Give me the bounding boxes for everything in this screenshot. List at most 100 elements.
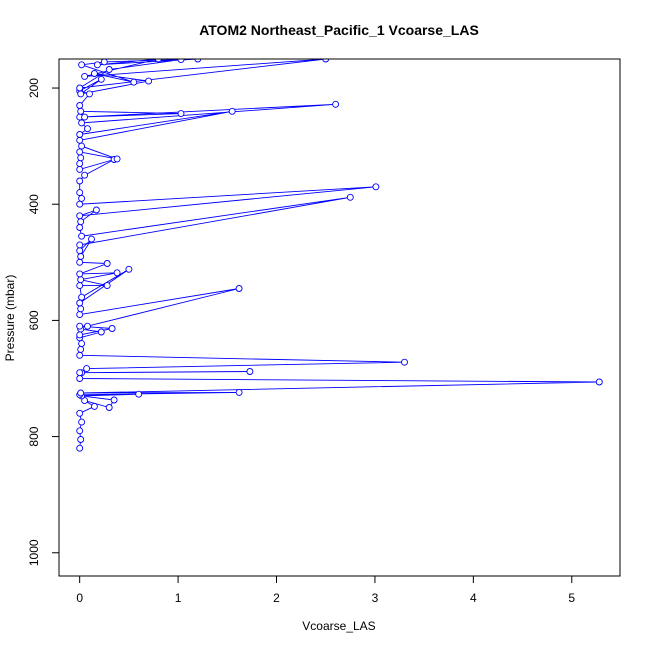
data-point — [81, 113, 89, 121]
data-point — [105, 66, 113, 73]
data-point — [105, 404, 113, 411]
data-point — [76, 311, 84, 319]
data-point — [76, 241, 84, 249]
data-point — [77, 389, 85, 397]
x-axis: 0 1 2 3 4 5 — [76, 575, 575, 605]
data-point — [103, 282, 111, 290]
data-point — [76, 165, 84, 173]
y-tick-label: 1000 — [27, 539, 41, 566]
data-point — [78, 61, 86, 69]
data-point — [135, 390, 143, 398]
data-point — [154, 59, 162, 63]
data-point — [78, 418, 86, 426]
data-point — [76, 299, 84, 307]
data-point — [108, 325, 116, 332]
data-point — [103, 260, 111, 267]
data-point — [84, 322, 91, 330]
data-point — [86, 90, 93, 98]
data-point — [246, 368, 254, 375]
data-point — [77, 253, 85, 260]
data-point — [76, 322, 84, 330]
data-point — [76, 224, 84, 231]
data-point — [77, 218, 85, 226]
data-point — [78, 142, 86, 150]
data-point — [401, 358, 408, 366]
data-point — [228, 107, 236, 115]
data-point — [78, 340, 86, 348]
data-point — [76, 84, 84, 92]
data-point — [76, 160, 84, 168]
data-point — [81, 72, 89, 80]
data-point — [77, 107, 85, 115]
data-point — [113, 269, 121, 277]
data-point — [595, 378, 603, 386]
data-point — [130, 78, 138, 86]
data-point — [77, 276, 85, 284]
y-axis: 200 400 600 800 1000 — [27, 78, 60, 566]
data-point — [77, 154, 85, 162]
data-point — [76, 427, 84, 435]
data-point — [76, 409, 84, 417]
chart-title: ATOM2 Northeast_Pacific_1 Vcoarse_LAS — [199, 22, 479, 38]
data-point — [76, 131, 84, 138]
data-point — [78, 232, 86, 240]
plot-frame — [58, 58, 621, 577]
y-tick-label: 200 — [27, 78, 41, 98]
data-point — [125, 265, 133, 273]
x-axis-label: Vcoarse_LAS — [302, 619, 375, 633]
data-point — [113, 155, 121, 163]
data-point — [76, 136, 84, 144]
data-point — [76, 102, 84, 109]
data-point — [177, 59, 185, 64]
data-point — [78, 293, 86, 301]
data-point — [77, 305, 85, 313]
data-point — [76, 212, 84, 220]
y-tick-label: 400 — [27, 194, 41, 214]
data-point — [77, 436, 85, 443]
y-tick-label: 600 — [27, 310, 41, 330]
data-point — [235, 388, 243, 396]
data-point — [346, 193, 354, 201]
data-point — [322, 59, 330, 63]
data-point — [93, 61, 101, 69]
x-tick-label: 5 — [568, 591, 575, 605]
data-point — [76, 258, 84, 266]
y-axis-label: Pressure (mbar) — [3, 275, 17, 362]
data-point — [77, 90, 85, 98]
series-line — [78, 59, 600, 449]
data-point — [100, 59, 108, 66]
x-tick-label: 3 — [372, 591, 379, 605]
data-point — [76, 270, 84, 278]
data-point — [76, 375, 84, 382]
data-point — [92, 206, 100, 214]
data-point — [77, 345, 85, 353]
data-point — [110, 396, 118, 404]
data-point — [76, 331, 84, 339]
data-point — [76, 369, 84, 377]
data-point — [372, 183, 380, 191]
x-tick-label: 0 — [76, 591, 83, 605]
x-tick-label: 4 — [470, 591, 477, 605]
data-point — [332, 100, 340, 108]
data-point — [76, 200, 84, 208]
data-point — [83, 365, 91, 373]
data-point — [88, 235, 95, 243]
data-point — [76, 177, 84, 185]
data-point — [78, 194, 86, 202]
data-point — [76, 351, 84, 359]
data-point — [76, 282, 84, 290]
data-point — [97, 75, 105, 83]
data-point — [76, 148, 84, 156]
data-point — [194, 59, 202, 63]
data-point — [81, 171, 89, 179]
data-point — [145, 77, 153, 85]
data-point — [90, 70, 98, 77]
data-point — [84, 125, 91, 133]
data-point — [90, 402, 98, 410]
x-tick-label: 2 — [273, 591, 280, 605]
data-point — [76, 189, 84, 197]
series-layer — [76, 59, 603, 452]
x-tick-label: 1 — [175, 591, 182, 605]
data-point — [78, 119, 86, 127]
